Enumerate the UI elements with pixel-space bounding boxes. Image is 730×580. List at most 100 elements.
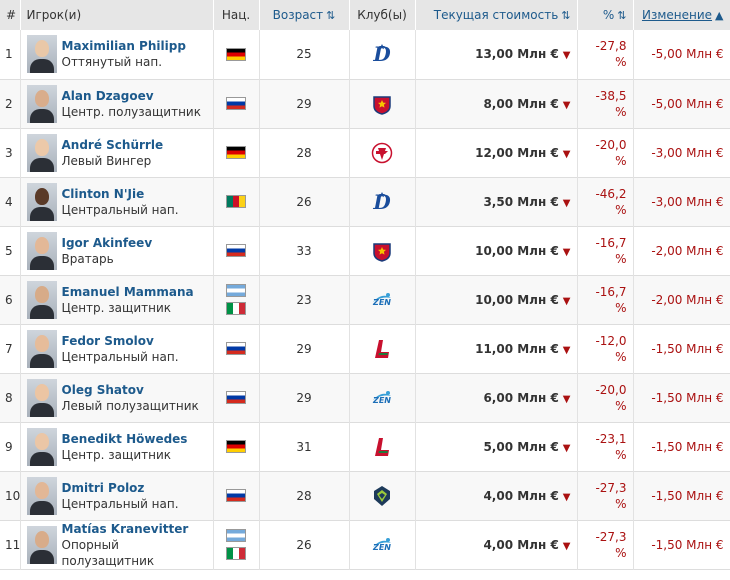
header-change-sort[interactable]: Изменение ▲ [633,0,730,30]
player-name-link[interactable]: André Schürrle [61,137,164,152]
row-number: 8 [0,373,21,422]
player-name-link[interactable]: Fedor Smolov [61,333,154,348]
percent-value: -23,1 [595,431,627,446]
club-zenit-icon[interactable]: ZEN [371,289,393,311]
age-cell: 26 [259,520,350,569]
market-value-cell: 3,50 Млн € ▼ [415,177,578,226]
player-photo[interactable] [26,378,57,417]
percent-value: -38,5 [595,88,627,103]
percent-cell: -27,3% [577,471,634,520]
sort-icon: ⇅ [561,9,571,22]
flag-ar-icon [226,529,246,542]
player-position: Левый Вингер [61,153,152,168]
club-lokomotiv-icon[interactable] [371,436,393,458]
svg-text:ZEN: ZEN [372,543,391,552]
header-number: # [0,0,21,30]
player-name-link[interactable]: Alan Dzagoev [61,88,154,103]
player-name-link[interactable]: Igor Akinfeev [61,235,153,250]
percent-sign: % [615,349,627,364]
player-name-link[interactable]: Dmitri Poloz [61,480,145,495]
player-name-link[interactable]: Maximilian Philipp [61,39,186,54]
market-value: 6,00 Млн € [483,390,559,405]
nationality-cell [213,324,260,373]
change-cell: -5,00 Млн € [633,79,730,128]
club-cska-icon[interactable] [371,93,393,115]
value-down-icon: ▼ [562,246,571,258]
club-dynamo-icon[interactable]: D [371,42,393,66]
percent-sign: % [615,545,627,560]
percent-cell: -20,0% [577,373,634,422]
table-row: 9 Benedikt Höwedes Центр. защитник 31 5,… [0,422,730,471]
player-photo[interactable] [26,231,57,270]
age-cell: 33 [259,226,350,275]
player-photo[interactable] [26,329,57,368]
age-cell: 25 [259,30,350,79]
value-down-icon: ▼ [562,344,571,356]
club-spartak-icon[interactable] [371,142,393,164]
club-cell [349,471,416,520]
sort-icon: ⇅ [617,9,627,22]
player-name-link[interactable]: Matías Kranevitter [61,521,189,536]
player-cell: Dmitri Poloz Центральный нап. [20,471,214,520]
club-zenit-icon[interactable]: ZEN [371,534,393,556]
value-down-icon: ▼ [562,442,571,454]
change-cell: -5,00 Млн € [633,30,730,79]
age-cell: 26 [259,177,350,226]
club-cska-icon[interactable] [371,240,393,262]
flag-it-icon [226,547,246,560]
club-dynamo-icon[interactable]: D [371,190,393,214]
row-number: 1 [0,30,21,79]
player-name-link[interactable]: Benedikt Höwedes [61,431,188,446]
club-cell [349,226,416,275]
svg-text:ZEN: ZEN [372,396,391,405]
player-name-link[interactable]: Clinton N'Jie [61,186,145,201]
player-photo[interactable] [26,133,57,172]
player-photo[interactable] [26,476,57,515]
club-zenit-icon[interactable]: ZEN [371,387,393,409]
player-cell: Fedor Smolov Центральный нап. [20,324,214,373]
flag-de-icon [226,47,246,61]
club-lokomotiv-icon[interactable] [371,338,393,360]
player-position: Центральный нап. [61,202,179,217]
percent-value: -27,3 [595,529,627,544]
player-photo[interactable] [26,182,57,221]
flag-de-icon [226,146,246,159]
player-photo[interactable] [26,280,57,319]
player-name-link[interactable]: Emanuel Mammana [61,284,194,299]
percent-value: -27,3 [595,480,627,495]
row-number: 10 [0,471,21,520]
flag-it-icon [226,302,246,315]
player-photo[interactable] [26,84,57,123]
header-pct-sort[interactable]: % ⇅ [577,0,634,30]
row-number: 6 [0,275,21,324]
player-name-link[interactable]: Oleg Shatov [61,382,144,397]
header-age-sort[interactable]: Возраст ⇅ [259,0,350,30]
percent-sign: % [615,104,627,119]
table-row: 2 Alan Dzagoev Центр. полузащитник 29 8,… [0,79,730,128]
percent-cell: -23,1% [577,422,634,471]
header-nationality: Нац. [213,0,260,30]
value-down-icon: ▼ [562,491,571,503]
table-row: 4 Clinton N'Jie Центральный нап. 26 D 3,… [0,177,730,226]
row-number: 11 [0,520,21,569]
club-cell: ZEN [349,373,416,422]
percent-cell: -16,7% [577,275,634,324]
change-value: -3,00 Млн € [651,194,724,209]
age-cell: 23 [259,275,350,324]
player-position: Опорный полузащитник [61,537,155,568]
row-number: 9 [0,422,21,471]
percent-cell: -46,2% [577,177,634,226]
player-photo[interactable] [26,525,57,564]
row-number: 5 [0,226,21,275]
club-cell [349,422,416,471]
player-photo[interactable] [26,35,57,74]
value-down-icon: ▼ [562,540,571,552]
player-position: Центр. защитник [61,300,172,315]
market-value-cell: 11,00 Млн € ▼ [415,324,578,373]
header-value-sort[interactable]: Текущая стоимость ⇅ [415,0,578,30]
player-photo[interactable] [26,427,57,466]
club-rubin-icon[interactable] [371,485,393,507]
svg-text:ZEN: ZEN [372,298,391,307]
change-value: -5,00 Млн € [651,47,724,62]
table-row: 8 Oleg Shatov Левый полузащитник 29 ZEN … [0,373,730,422]
